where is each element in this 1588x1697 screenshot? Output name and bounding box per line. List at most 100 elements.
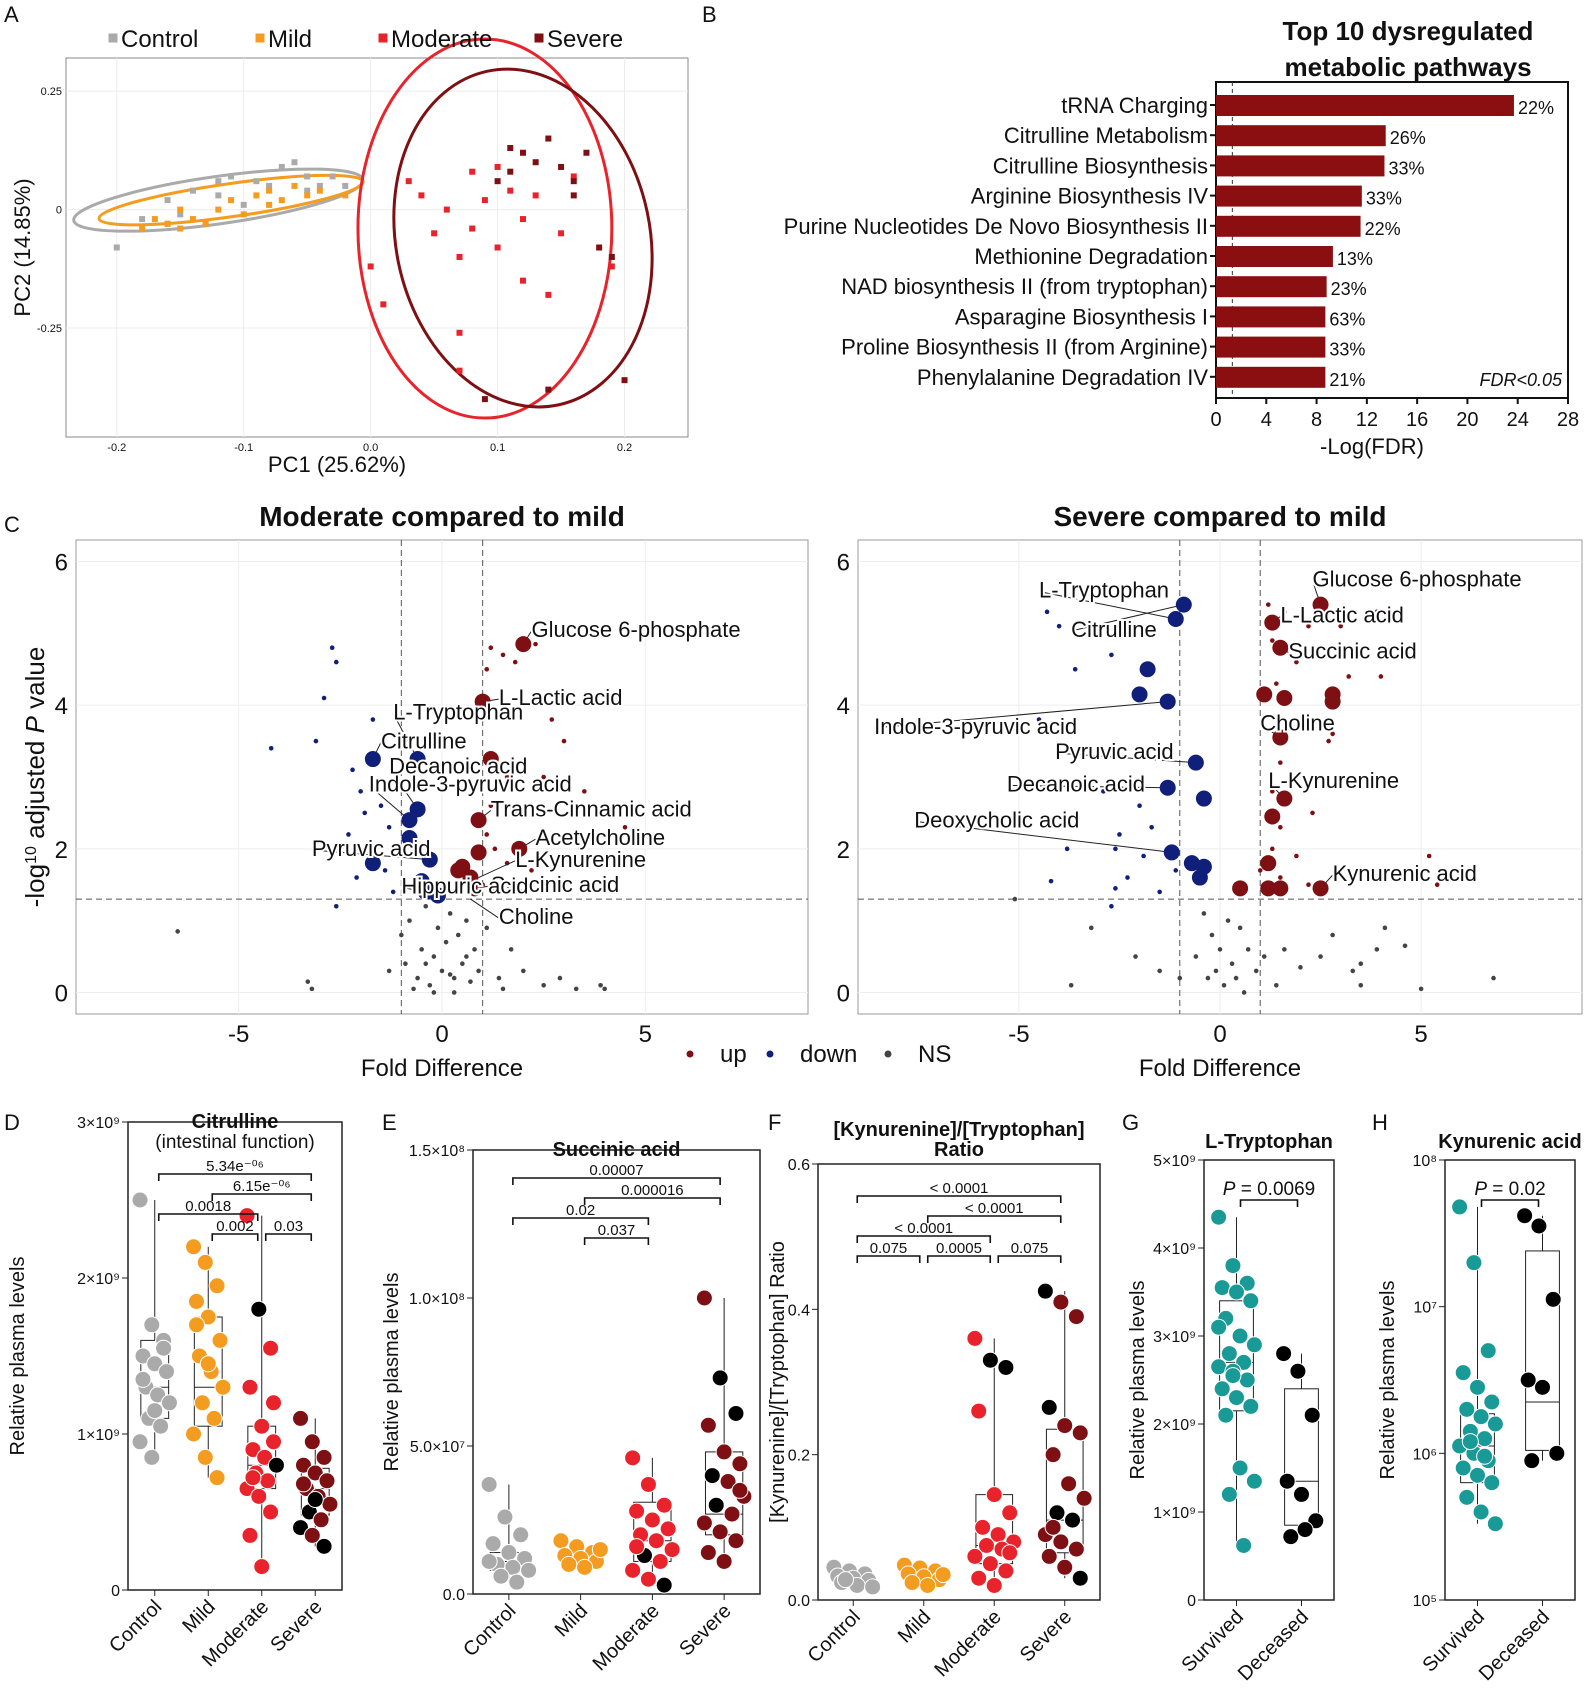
- pvalue-label: P = 0.02: [1474, 1179, 1545, 1200]
- ns-point: [1491, 975, 1496, 981]
- data-point: [552, 1532, 570, 1550]
- up-point: [488, 645, 494, 651]
- highlight-up-point: [1264, 614, 1281, 631]
- pathway-label: tRNA Charging: [1061, 93, 1208, 118]
- y-axis-label: PC2 (14.85%): [10, 178, 35, 316]
- highlight-up-point: [474, 693, 491, 710]
- metabolite-label: L-Kynurenine: [1268, 768, 1399, 793]
- data-point: [1523, 1452, 1541, 1470]
- percent-label: 33%: [1388, 158, 1424, 178]
- pca-point: [215, 178, 222, 185]
- pathway-label: Arginine Biosynthesis IV: [971, 184, 1209, 209]
- data-point: [265, 1433, 283, 1451]
- data-point: [1472, 1503, 1490, 1521]
- volcano-severe-chart: -5 0 5 0 2 4 6 Glucose 6-phosphate L-Tryptophan L…: [686, 501, 1583, 1082]
- data-point: [1476, 1447, 1494, 1465]
- y-tick-label: 2×10⁹: [1153, 1417, 1196, 1434]
- data-point: [1075, 1489, 1093, 1507]
- legend-label: down: [800, 1041, 857, 1068]
- pathway-label: Purine Nucleotides De Novo Biosynthesis …: [784, 214, 1208, 239]
- data-point: [134, 1370, 152, 1388]
- ns-point: [468, 979, 473, 984]
- ns-point: [1274, 982, 1279, 988]
- up-point: [541, 774, 546, 780]
- pca-point: [316, 182, 323, 189]
- y-tick-label: 0.6: [788, 1157, 810, 1174]
- data-point: [508, 1573, 526, 1591]
- percent-label: 22%: [1365, 219, 1401, 239]
- data-point: [1483, 1393, 1501, 1411]
- data-point: [699, 1544, 717, 1562]
- data-point: [1213, 1279, 1231, 1297]
- highlight-up-point: [515, 636, 532, 653]
- data-point: [576, 1558, 594, 1576]
- x-tick-label: 16: [1406, 409, 1428, 431]
- y-tick-label: 0: [837, 980, 850, 1007]
- percent-label: 22%: [1518, 98, 1554, 118]
- data-point: [262, 1503, 280, 1521]
- pca-point: [113, 244, 120, 251]
- data-point: [731, 1481, 749, 1499]
- highlight-down-point: [1163, 844, 1180, 861]
- y-tick-label: 1×10⁹: [77, 1427, 120, 1444]
- data-point: [294, 1456, 312, 1474]
- ns-point: [1330, 932, 1335, 938]
- ns-point: [403, 961, 408, 967]
- highlight-down-point: [409, 751, 426, 768]
- percent-label: 21%: [1329, 370, 1365, 390]
- data-point: [312, 1511, 330, 1529]
- data-point: [303, 1433, 321, 1451]
- data-point: [1245, 1472, 1263, 1490]
- ns-point: [1068, 982, 1074, 988]
- ns-point: [309, 986, 315, 992]
- data-point: [659, 1520, 677, 1538]
- chart-title-line: metabolic pathways: [1284, 52, 1531, 82]
- significance-bracket: [157, 1213, 259, 1221]
- data-point: [253, 1417, 271, 1435]
- y-tick-label: 0.0: [788, 1593, 810, 1610]
- significance-label: < 0.0001: [965, 1200, 1024, 1217]
- up-point: [1306, 623, 1311, 629]
- pca-point: [189, 187, 196, 194]
- plot-frame: [1203, 1159, 1335, 1601]
- pathway-bar: [1216, 366, 1326, 388]
- up-point: [1269, 846, 1275, 852]
- highlight-down-point: [1131, 686, 1148, 703]
- pca-point: [494, 244, 501, 251]
- significance-label: < 0.0001: [930, 1180, 989, 1197]
- x-tick-label: Severe: [1016, 1606, 1076, 1666]
- data-point: [1036, 1282, 1054, 1300]
- y-tick-label: 4: [837, 693, 850, 720]
- data-point: [1238, 1371, 1256, 1389]
- pca-point: [532, 159, 539, 166]
- data-point: [970, 1569, 988, 1587]
- panel-letter-a: A: [4, 2, 19, 27]
- down-point: [333, 903, 339, 909]
- data-point: [934, 1566, 952, 1584]
- pca-point: [443, 206, 450, 213]
- data-point: [250, 1487, 268, 1505]
- ns-point: [1241, 990, 1247, 995]
- data-point: [628, 1502, 646, 1520]
- metabolite-label: Choline: [499, 904, 574, 929]
- data-point: [1060, 1475, 1078, 1493]
- pca-point: [228, 197, 235, 204]
- highlight-up-point: [450, 862, 467, 879]
- pca-point: [266, 182, 273, 189]
- data-point: [1486, 1515, 1504, 1533]
- ns-point: [1221, 982, 1227, 988]
- ns-point: [496, 975, 502, 981]
- pathway-bar: [1216, 95, 1514, 116]
- x-tick-label: Deceased: [1475, 1606, 1554, 1685]
- data-point: [1242, 1292, 1260, 1310]
- down-point: [1149, 824, 1154, 830]
- highlight-up-point: [466, 880, 483, 897]
- data-point: [253, 1558, 271, 1576]
- up-point: [561, 738, 567, 744]
- ns-point: [435, 925, 441, 931]
- up-point: [512, 659, 518, 665]
- data-point: [997, 1358, 1015, 1376]
- y-tick-label: 0: [56, 205, 62, 217]
- annotation-leader: [1071, 604, 1184, 632]
- ns-point: [1245, 947, 1251, 952]
